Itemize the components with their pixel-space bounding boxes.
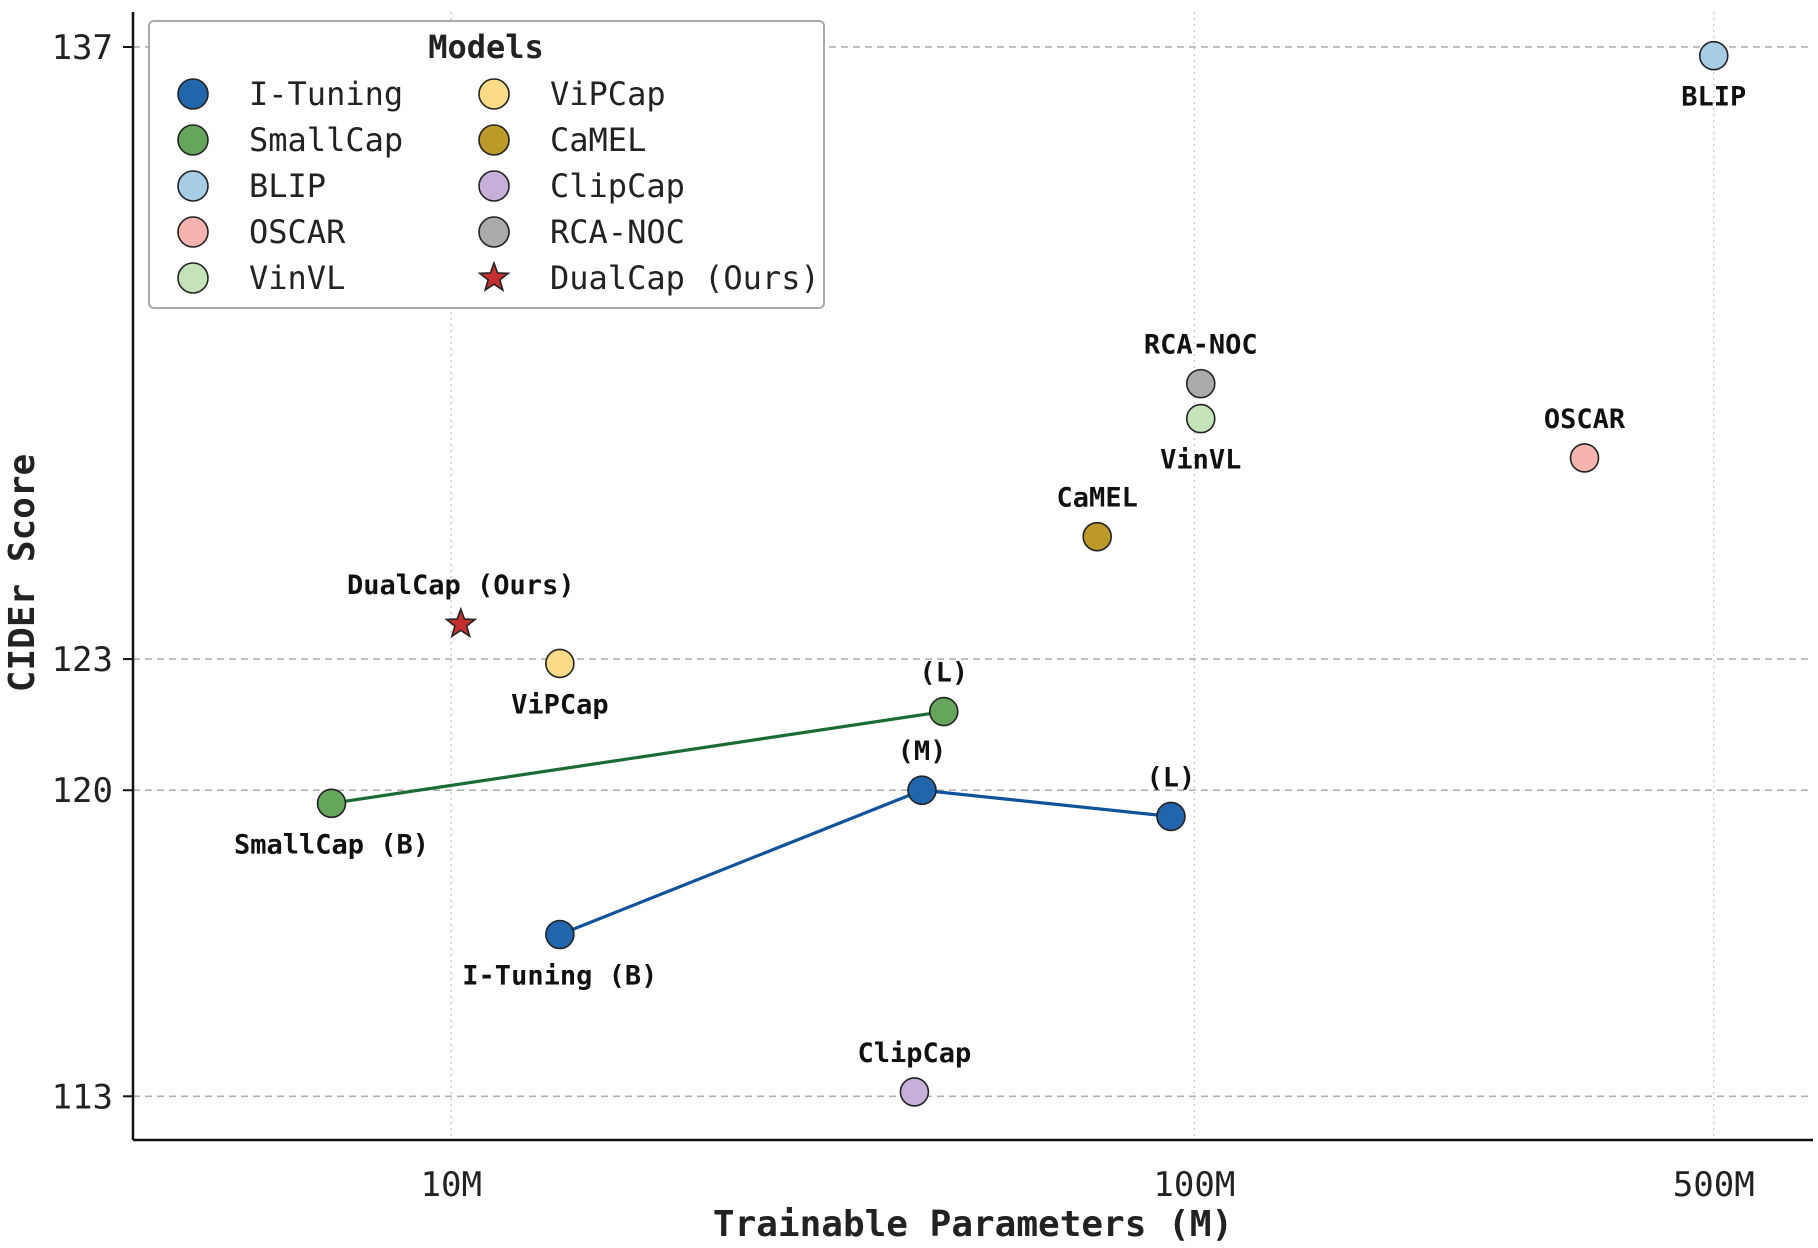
y-tick-label-137: 137 (52, 28, 113, 68)
legend-marker-blip (177, 170, 209, 202)
legend-marker-dualcap-ours (477, 260, 511, 293)
x-tick-label-100m: 100M (1153, 1165, 1235, 1205)
point-dualcap-ours-0 (444, 606, 478, 639)
point-label-rca-noc-0: RCA-NOC (1144, 330, 1258, 361)
tick-labels: 113 120 123 137 10M 100M 500M (52, 28, 1755, 1205)
point-label-smallcap-1: (L) (919, 658, 968, 689)
axes (131, 12, 1813, 1142)
point-smallcap-0 (316, 788, 347, 819)
point-label-oscar-0: OSCAR (1544, 404, 1626, 435)
legend-label-vinvl: VinVL (249, 259, 345, 297)
point-label-clipcap-0: ClipCap (858, 1038, 972, 1069)
legend-marker-clipcap (478, 170, 510, 202)
point-vinvl-0 (1185, 403, 1216, 434)
legend: Models I-Tuning SmallCap BLIP OSCAR VinVL ViP… (148, 20, 825, 309)
x-tick-label-10m: 10M (421, 1165, 482, 1205)
legend-label-dualcap-ours: DualCap (Ours) (550, 259, 820, 297)
legend-box (148, 20, 825, 309)
point-clipcap-0 (899, 1077, 930, 1107)
point-label-i-tuning-0: I-Tuning (B) (462, 961, 657, 992)
point-oscar-0 (1569, 443, 1600, 473)
legend-marker-i-tuning (177, 78, 209, 110)
point-label-blip-0: BLIP (1681, 82, 1746, 113)
y-axis-title: CIDEr Score (2, 454, 43, 692)
legend-title: Models (428, 28, 544, 66)
point-label-i-tuning-1: (M) (898, 736, 947, 767)
point-i-tuning-2 (1156, 801, 1186, 832)
legend-label-oscar: OSCAR (249, 213, 346, 251)
series-line-i-tuning (559, 788, 1172, 936)
point-label-vipcap-0: ViPCap (511, 689, 609, 720)
point-camel-0 (1082, 521, 1112, 552)
point-label-dualcap-ours-0: DualCap (Ours) (347, 570, 575, 601)
legend-label-rca-noc: RCA-NOC (550, 213, 685, 251)
legend-label-blip: BLIP (249, 167, 326, 205)
y-tick-label-120: 120 (52, 771, 113, 811)
y-tick-label-123: 123 (52, 640, 113, 680)
legend-label-i-tuning: I-Tuning (249, 75, 403, 113)
legend-marker-rca-noc (478, 216, 510, 248)
y-tick-label-113: 113 (52, 1077, 113, 1117)
series-line-smallcap (331, 709, 944, 805)
legend-marker-camel (478, 124, 510, 156)
legend-marker-vipcap (478, 78, 510, 110)
point-label-i-tuning-2: (L) (1147, 762, 1196, 793)
point-label-smallcap-0: SmallCap (B) (234, 829, 429, 860)
point-vipcap-0 (545, 648, 575, 679)
legend-marker-oscar (177, 216, 209, 248)
point-smallcap-1 (928, 696, 959, 727)
legend-label-clipcap: ClipCap (550, 167, 685, 205)
point-label-camel-0: CaMEL (1057, 483, 1138, 514)
point-i-tuning-1 (907, 775, 937, 806)
legend-marker-smallcap (177, 124, 209, 156)
point-blip-0 (1698, 40, 1729, 71)
legend-label-vipcap: ViPCap (550, 75, 666, 113)
legend-label-camel: CaMEL (550, 121, 646, 159)
legend-marker-vinvl (177, 262, 209, 294)
series-lines (331, 709, 1172, 936)
point-i-tuning-0 (545, 919, 575, 950)
x-axis-title: Trainable Parameters (M) (713, 1204, 1233, 1245)
x-tick-label-500m: 500M (1673, 1165, 1755, 1205)
data-points (316, 40, 1729, 1107)
point-label-vinvl-0: VinVL (1160, 445, 1241, 476)
point-rca-noc-0 (1185, 368, 1216, 399)
legend-label-smallcap: SmallCap (249, 121, 403, 159)
point-labels: I-Tuning (B) (M) (L) SmallCap (B) (L) BLIP OSC… (234, 82, 1746, 1069)
